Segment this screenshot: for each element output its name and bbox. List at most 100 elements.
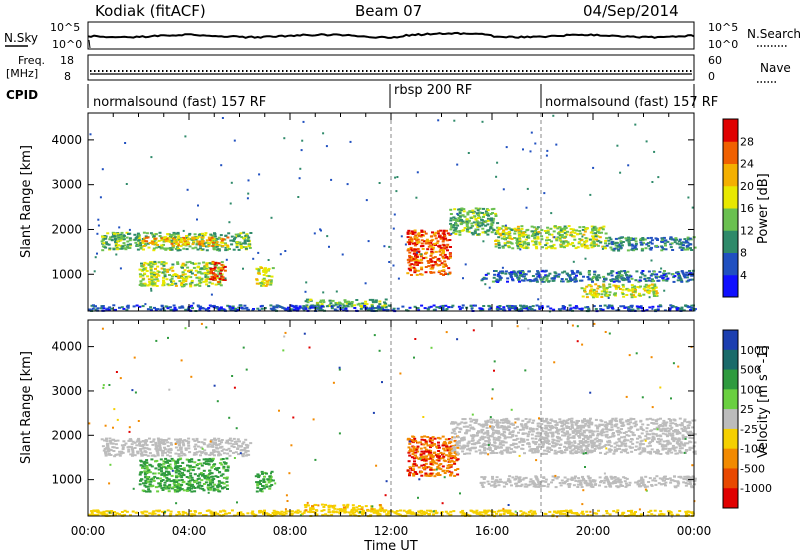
echo-cell	[625, 287, 629, 290]
echo-cell	[683, 248, 687, 251]
echo-cell	[600, 293, 604, 296]
echo-cell	[690, 304, 694, 307]
echo-cell	[228, 454, 232, 457]
echo-cell	[441, 306, 445, 309]
echo-cell	[673, 275, 677, 278]
echo-cell	[168, 463, 172, 466]
colorbar-swatch	[723, 185, 738, 209]
echo-cell	[180, 264, 184, 267]
echo-cell	[594, 232, 598, 235]
echo-cell	[197, 243, 201, 246]
echo-cell	[592, 240, 596, 243]
echo-cell	[205, 263, 209, 266]
echo-cell	[467, 219, 471, 222]
echo-cell	[257, 251, 260, 254]
echo-cell	[173, 240, 177, 243]
echo-cell	[112, 450, 116, 452]
echo-cell	[627, 164, 630, 167]
echo-cell	[267, 259, 270, 261]
echo-cell	[136, 248, 140, 251]
echo-cell	[486, 233, 490, 236]
echo-cell	[443, 441, 447, 443]
echo-cell	[593, 270, 597, 273]
echo-cell	[507, 227, 511, 230]
echo-cell	[545, 236, 549, 239]
echo-cell	[144, 451, 148, 454]
echo-cell	[136, 232, 140, 235]
echo-cell	[486, 433, 490, 436]
echo-cell	[626, 249, 630, 252]
echo-cell	[583, 424, 587, 427]
echo-cell	[176, 231, 180, 234]
echo-cell	[141, 278, 145, 281]
echo-cell	[518, 270, 522, 273]
echo-cell	[490, 208, 494, 211]
echo-cell	[530, 279, 534, 282]
echo-cell	[633, 285, 637, 288]
echo-cell	[220, 481, 224, 484]
echo-cell	[422, 467, 426, 470]
freq-label: Freq.	[18, 54, 45, 67]
echo-cell	[167, 239, 171, 242]
echo-cell	[627, 242, 631, 245]
echo-cell	[217, 248, 221, 251]
echo-cell	[165, 439, 168, 442]
echo-cell	[146, 477, 150, 480]
echo-cell	[461, 220, 465, 223]
echo-cell	[491, 429, 495, 432]
echo-cell	[221, 486, 225, 489]
echo-cell	[364, 505, 368, 508]
echo-cell	[371, 298, 375, 301]
echo-cell	[152, 241, 156, 244]
echo-cell	[616, 248, 620, 251]
echo-cell	[484, 210, 488, 213]
echo-cell	[191, 478, 195, 481]
echo-cell	[241, 442, 245, 445]
echo-cell	[409, 236, 412, 239]
echo-cell	[220, 463, 224, 466]
echo-cell	[465, 225, 469, 228]
echo-cell	[497, 242, 501, 245]
echo-cell	[417, 232, 421, 235]
echo-cell	[264, 483, 268, 486]
echo-cell	[179, 239, 183, 242]
echo-cell	[599, 307, 603, 310]
echo-cell	[580, 440, 584, 443]
echo-cell	[518, 241, 522, 244]
echo-cell	[491, 280, 495, 283]
echo-cell	[628, 445, 632, 448]
echo-cell	[536, 226, 540, 229]
echo-cell	[497, 228, 501, 231]
echo-cell	[208, 482, 212, 485]
echo-cell	[337, 303, 341, 306]
echo-cell	[534, 243, 538, 246]
echo-cell	[594, 233, 598, 236]
echo-cell	[353, 304, 357, 307]
echo-cell	[626, 439, 630, 442]
echo-cell	[226, 304, 230, 307]
echo-cell	[596, 230, 600, 233]
echo-cell	[444, 263, 447, 266]
echo-cell	[522, 235, 526, 238]
echo-cell	[465, 230, 469, 233]
echo-cell	[662, 274, 666, 277]
echo-cell	[531, 233, 535, 236]
echo-cell	[556, 232, 560, 235]
echo-cell	[175, 468, 179, 471]
echo-cell	[617, 280, 621, 283]
echo-cell	[148, 452, 152, 455]
echo-cell	[177, 277, 181, 279]
echo-cell	[453, 462, 457, 465]
echo-cell	[407, 460, 411, 463]
echo-cell	[438, 270, 441, 273]
echo-cell	[241, 455, 245, 458]
echo-cell	[563, 229, 567, 232]
echo-cell	[579, 273, 583, 276]
echo-cell	[457, 452, 460, 455]
echo-cell	[177, 455, 181, 458]
echo-cell	[162, 243, 165, 246]
echo-cell	[200, 479, 204, 482]
echo-cell	[156, 308, 159, 311]
echo-cell	[215, 306, 219, 309]
echo-cell	[168, 483, 172, 486]
